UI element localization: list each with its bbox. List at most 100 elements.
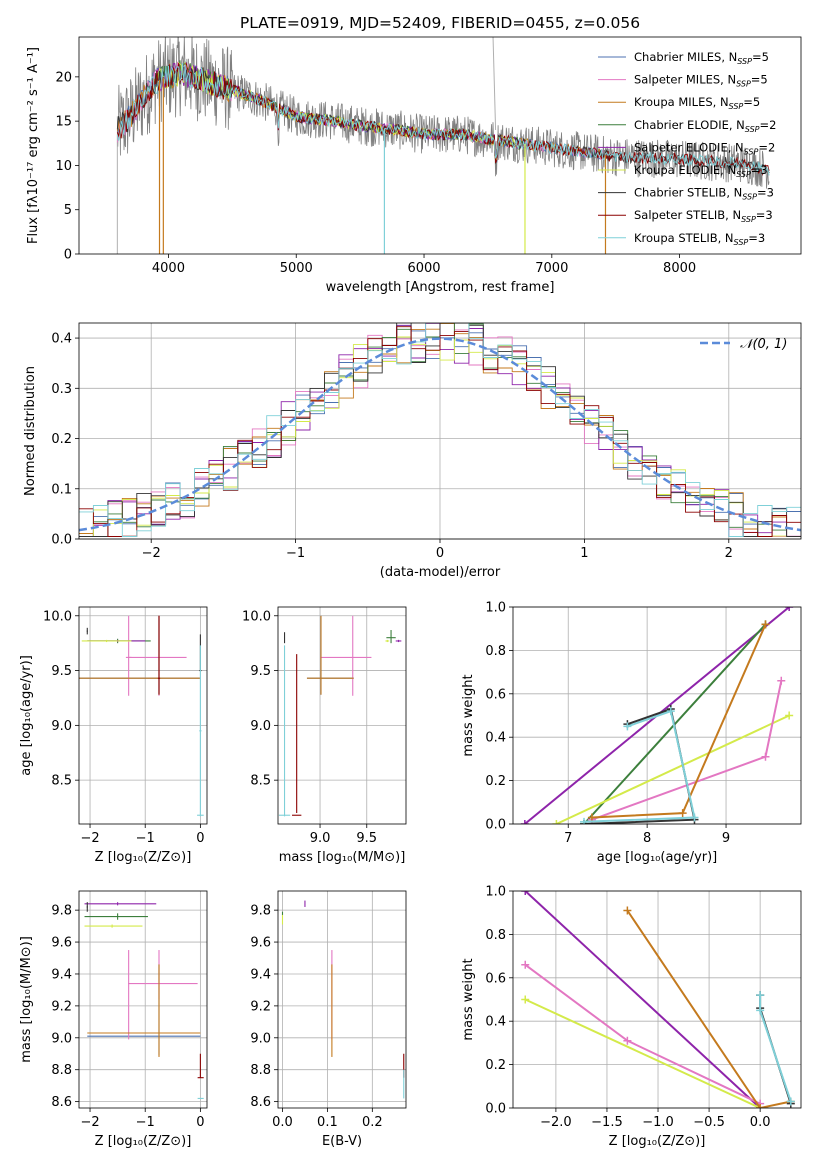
legend-label: Salpeter ELODIE, NSSP=2 <box>634 140 775 156</box>
legend-label-tail: =5 <box>751 73 768 87</box>
weight-marker <box>761 752 770 761</box>
y-tick-label: 9.0 <box>250 719 271 734</box>
y-tick-label: 8.8 <box>51 1063 72 1078</box>
legend-label-sub: SSP <box>744 147 759 156</box>
x-axis-label: mass [log₁₀(M/M⊙)] <box>279 850 406 865</box>
y-tick-label: 0.4 <box>485 731 506 746</box>
legend-label-tail: =2 <box>758 140 775 154</box>
legend-label-sub: SSP <box>741 215 756 224</box>
y-tick-label: 9.2 <box>250 999 271 1014</box>
legend-label-sub: SSP <box>736 80 751 89</box>
weight-marker <box>552 820 561 824</box>
x-tick-label: −1.5 <box>591 1115 623 1130</box>
legend-label-main: Kroupa ELODIE, N <box>634 163 736 177</box>
x-tick-label: −1.0 <box>642 1115 674 1130</box>
legend-label-tail: =3 <box>751 163 768 177</box>
plot-area-residuals <box>79 323 801 537</box>
axes-spectrum: 4000 5000 6000 7000 8000 0 5 10 15 20 wavelength [… <box>26 36 802 295</box>
y-tick-label: 0.2 <box>51 432 72 447</box>
weight-line <box>591 680 783 821</box>
y-tick-label: 9.0 <box>250 1031 271 1046</box>
y-tick-label: 8.5 <box>250 774 271 789</box>
x-tick-label: 9.0 <box>310 831 331 846</box>
x-tick-label: −2 <box>80 831 99 846</box>
weight-line <box>583 709 696 823</box>
weight-marker <box>785 711 794 720</box>
y-tick-label: 8.6 <box>250 1095 271 1110</box>
x-tick-label: 0 <box>196 1115 204 1130</box>
legend-label-main: Kroupa MILES, N <box>634 95 729 109</box>
weight-line <box>626 909 792 1108</box>
x-tick-label: 0 <box>196 831 204 846</box>
y-tick-label: 10 <box>55 159 72 174</box>
weight-marker <box>580 817 589 824</box>
y-tick-label: 9.0 <box>51 719 72 734</box>
legend-label: Chabrier MILES, NSSP=5 <box>634 50 769 66</box>
y-tick-label: 0.1 <box>51 482 72 497</box>
y-axis-label: age [log₁₀(age/yr)] <box>19 655 34 776</box>
x-axis-label: wavelength [Angstrom, rest frame] <box>326 280 555 295</box>
x-axis-label: Z [log₁₀(Z/Z⊙)] <box>95 850 192 865</box>
model-spectrum-line <box>116 62 770 176</box>
axes-mass_vs_Z: −2 −1 0 8.6 8.8 9.0 9.2 9.4 9.6 9.8 Z [log₁₀(Z/Z⊙)… <box>19 890 208 1149</box>
x-tick-label: 0.0 <box>272 1115 293 1130</box>
plot-area-age_vs_mass <box>278 615 402 817</box>
residual-histogram-step <box>79 336 801 537</box>
residual-histogram-step <box>79 323 801 537</box>
x-tick-label: 9 <box>722 831 730 846</box>
legend-label-sub: SSP <box>729 102 744 111</box>
x-tick-label: 5000 <box>280 261 313 276</box>
legend-label-tail: =2 <box>760 118 777 132</box>
legend-label-main: Chabrier STELIB, N <box>634 186 742 200</box>
y-tick-label: 0.6 <box>485 971 506 986</box>
legend-label-main: Salpeter STELIB, N <box>634 208 741 222</box>
x-axis-label: age [log₁₀(age/yr)] <box>597 850 718 865</box>
legend-label-main: Kroupa STELIB, N <box>634 231 734 245</box>
axes-frame <box>277 890 407 1109</box>
y-tick-label: 15 <box>55 115 72 130</box>
x-axis-label: Z [log₁₀(Z/Z⊙)] <box>609 1134 706 1149</box>
y-tick-label: 1.0 <box>485 885 506 900</box>
axes-weight_vs_age: 7 8 9 0.0 0.2 0.4 0.6 0.8 1.0 age [log₁₀(age/yr)]… <box>461 601 802 865</box>
x-axis-label: (data-model)/error <box>380 565 501 580</box>
y-axis-label: Flux [fλ10⁻¹⁷ erg cm⁻² s⁻¹ A⁻¹] <box>26 47 41 244</box>
weight-marker <box>623 722 632 731</box>
weight-marker <box>521 995 530 1004</box>
axes-age_vs_mass: 9.0 9.5 8.5 9.0 9.5 10.0 mass [log₁₀(M/M⊙)] <box>242 606 407 865</box>
residual-histogram-step <box>79 323 801 537</box>
y-tick-label: 10.0 <box>43 609 72 624</box>
x-tick-label: 7000 <box>535 261 568 276</box>
y-tick-label: 0.2 <box>485 1058 506 1073</box>
y-tick-label: 0.3 <box>51 382 72 397</box>
y-tick-label: 0.8 <box>485 644 506 659</box>
legend-label-tail: =5 <box>743 95 760 109</box>
legend-label-sub: SSP <box>734 238 749 247</box>
legend-label: Kroupa ELODIE, NSSP=3 <box>634 163 768 179</box>
spectrum-title: PLATE=0919, MJD=52409, FIBERID=0455, z=0… <box>240 14 640 32</box>
x-tick-label: −2.0 <box>540 1115 572 1130</box>
y-tick-label: 9.6 <box>250 936 271 951</box>
weight-marker <box>756 991 765 1000</box>
y-tick-label: 9.2 <box>51 999 72 1014</box>
x-tick-label: 8 <box>643 831 651 846</box>
y-tick-label: 0.4 <box>485 1015 506 1030</box>
x-tick-label: −0.5 <box>693 1115 725 1130</box>
legend-label-tail: =3 <box>748 231 765 245</box>
x-tick-label: 0.0 <box>750 1115 771 1130</box>
weight-marker <box>786 1097 795 1106</box>
x-tick-label: 4000 <box>152 261 185 276</box>
y-tick-label: 0.0 <box>51 533 72 548</box>
legend-label-tail: =5 <box>752 50 769 64</box>
axes-frame <box>512 890 802 1109</box>
weight-line <box>524 998 761 1108</box>
weight-line <box>524 963 761 1105</box>
y-axis-label: mass weight <box>461 674 476 756</box>
legend-label-main: Chabrier ELODIE, N <box>634 118 745 132</box>
axes-frame <box>277 606 407 825</box>
legend-label: Salpeter STELIB, NSSP=3 <box>634 208 773 224</box>
x-tick-label: 2 <box>725 546 733 561</box>
legend-label-sub: SSP <box>745 125 760 134</box>
axes-frame <box>78 36 802 255</box>
x-tick-label: 1 <box>580 546 588 561</box>
